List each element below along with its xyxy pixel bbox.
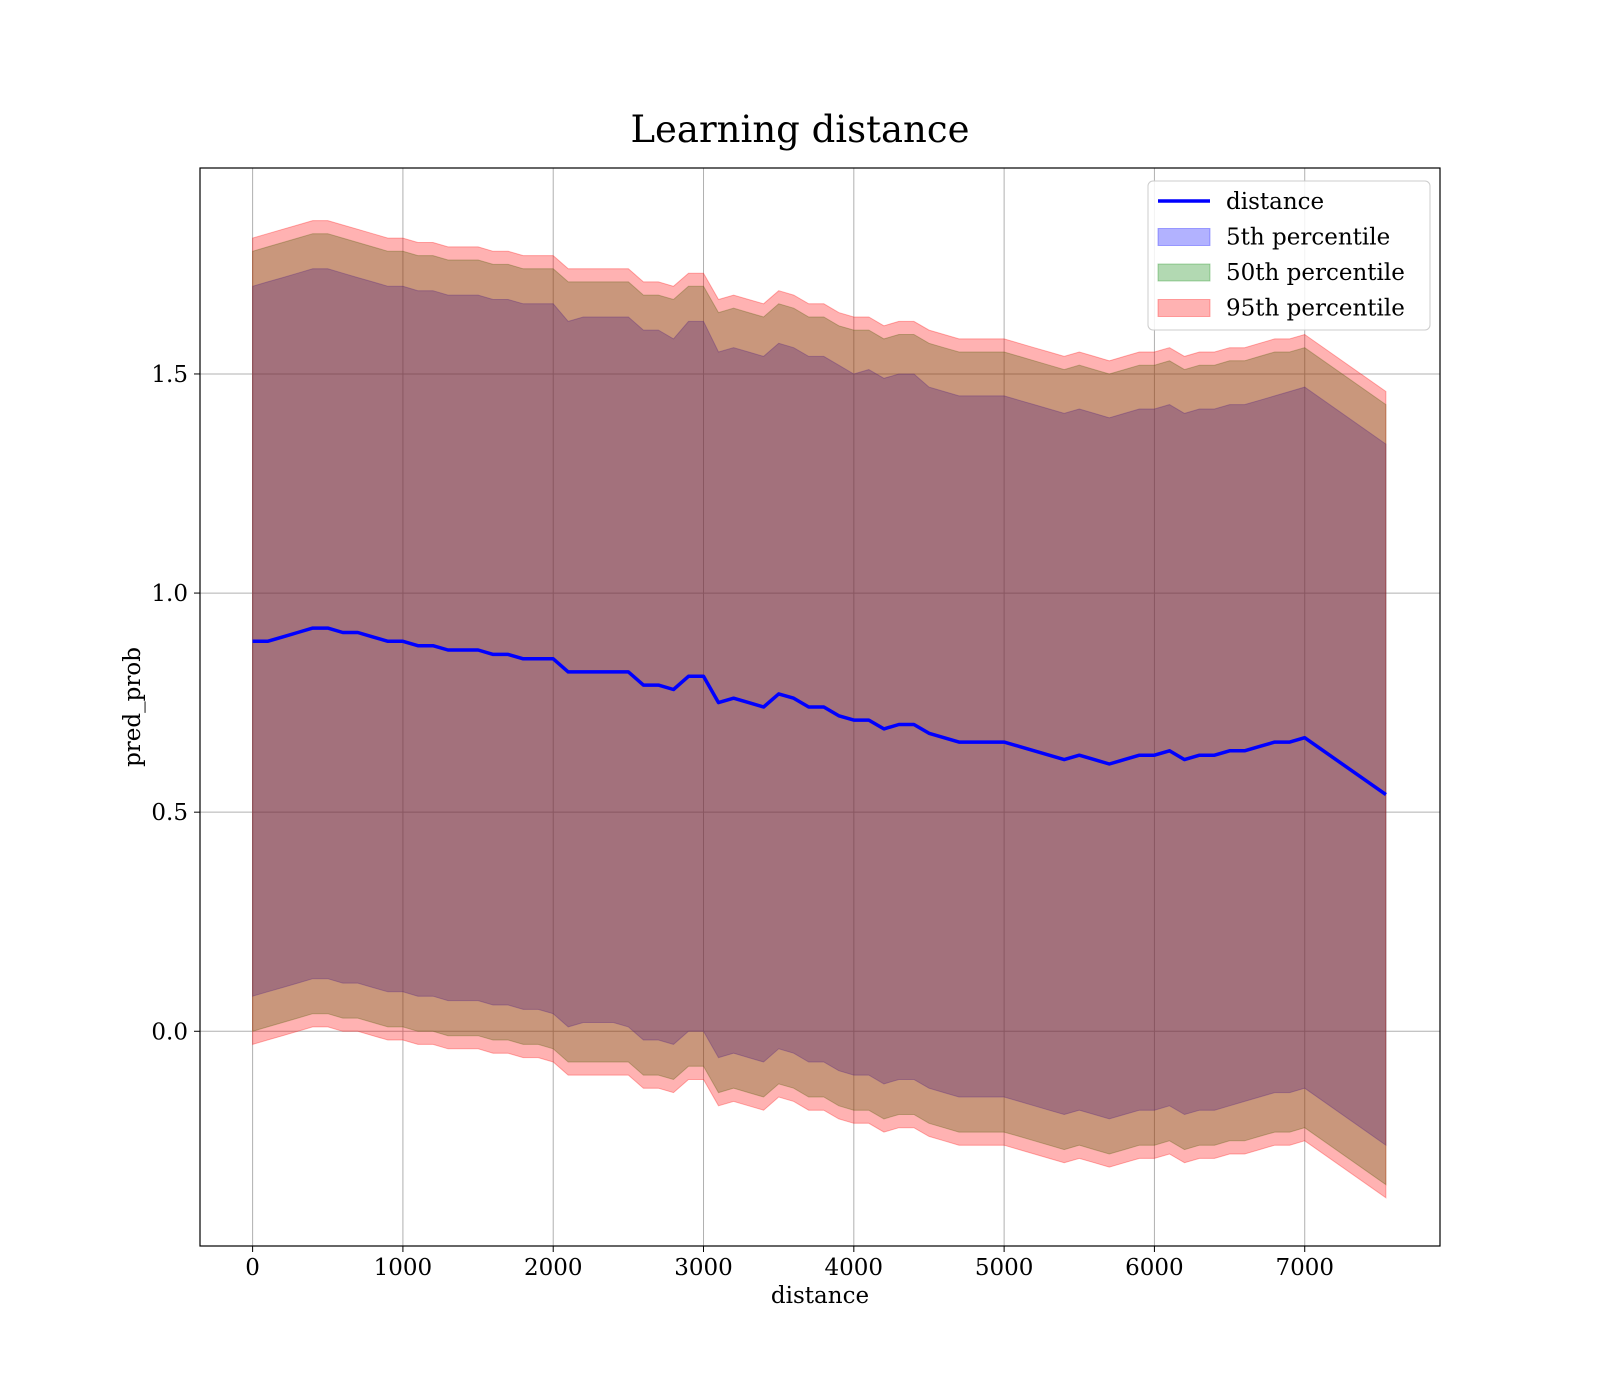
- y-tick-label: 0.5: [151, 800, 188, 826]
- percentile-bands: [252, 220, 1387, 1199]
- x-tick-label: 5000: [975, 1255, 1034, 1281]
- legend-box: [1147, 180, 1431, 331]
- legend-swatch-patch: [1157, 228, 1211, 246]
- x-tick-label: 1000: [374, 1255, 433, 1281]
- chart-title: Learning distance: [630, 108, 969, 151]
- plot-frame: [199, 167, 1441, 1247]
- band-50th-percentile: [252, 233, 1387, 1186]
- y-tick-label: 1.0: [151, 581, 188, 607]
- x-tick-label: 4000: [825, 1255, 884, 1281]
- y-axis-label: pred_prob: [120, 647, 146, 767]
- legend-label: distance: [1226, 189, 1324, 215]
- legend: distance 5th percentile 50th percentile 95t…: [1147, 180, 1431, 331]
- x-axis-label: distance: [771, 1283, 869, 1309]
- y-tick-label: 0.0: [151, 1019, 188, 1045]
- legend-swatch-patch: [1157, 263, 1211, 282]
- y-tick-label: 1.5: [151, 362, 188, 388]
- x-tick-label: 6000: [1125, 1255, 1184, 1281]
- legend-label: 95th percentile: [1226, 296, 1405, 322]
- series-line-distance: [252, 626, 1387, 797]
- band-95th-percentile: [252, 220, 1387, 1199]
- series-lines: [252, 626, 1387, 797]
- x-tick-label: 7000: [1275, 1255, 1334, 1281]
- x-tick-label: 2000: [524, 1255, 583, 1281]
- grid: [200, 168, 1440, 1246]
- x-tick-label: 0: [245, 1255, 260, 1281]
- x-tick-label: 3000: [674, 1255, 733, 1281]
- legend-label: 5th percentile: [1226, 225, 1390, 251]
- y-axis-ticks: 0.0 0.5 1.0 1.5: [151, 362, 200, 1045]
- legend-label: 50th percentile: [1226, 260, 1405, 286]
- x-axis-ticks: 0 1000 2000 3000 4000 5000 6000 7000: [245, 1246, 1334, 1281]
- legend-swatch-patch: [1157, 299, 1211, 317]
